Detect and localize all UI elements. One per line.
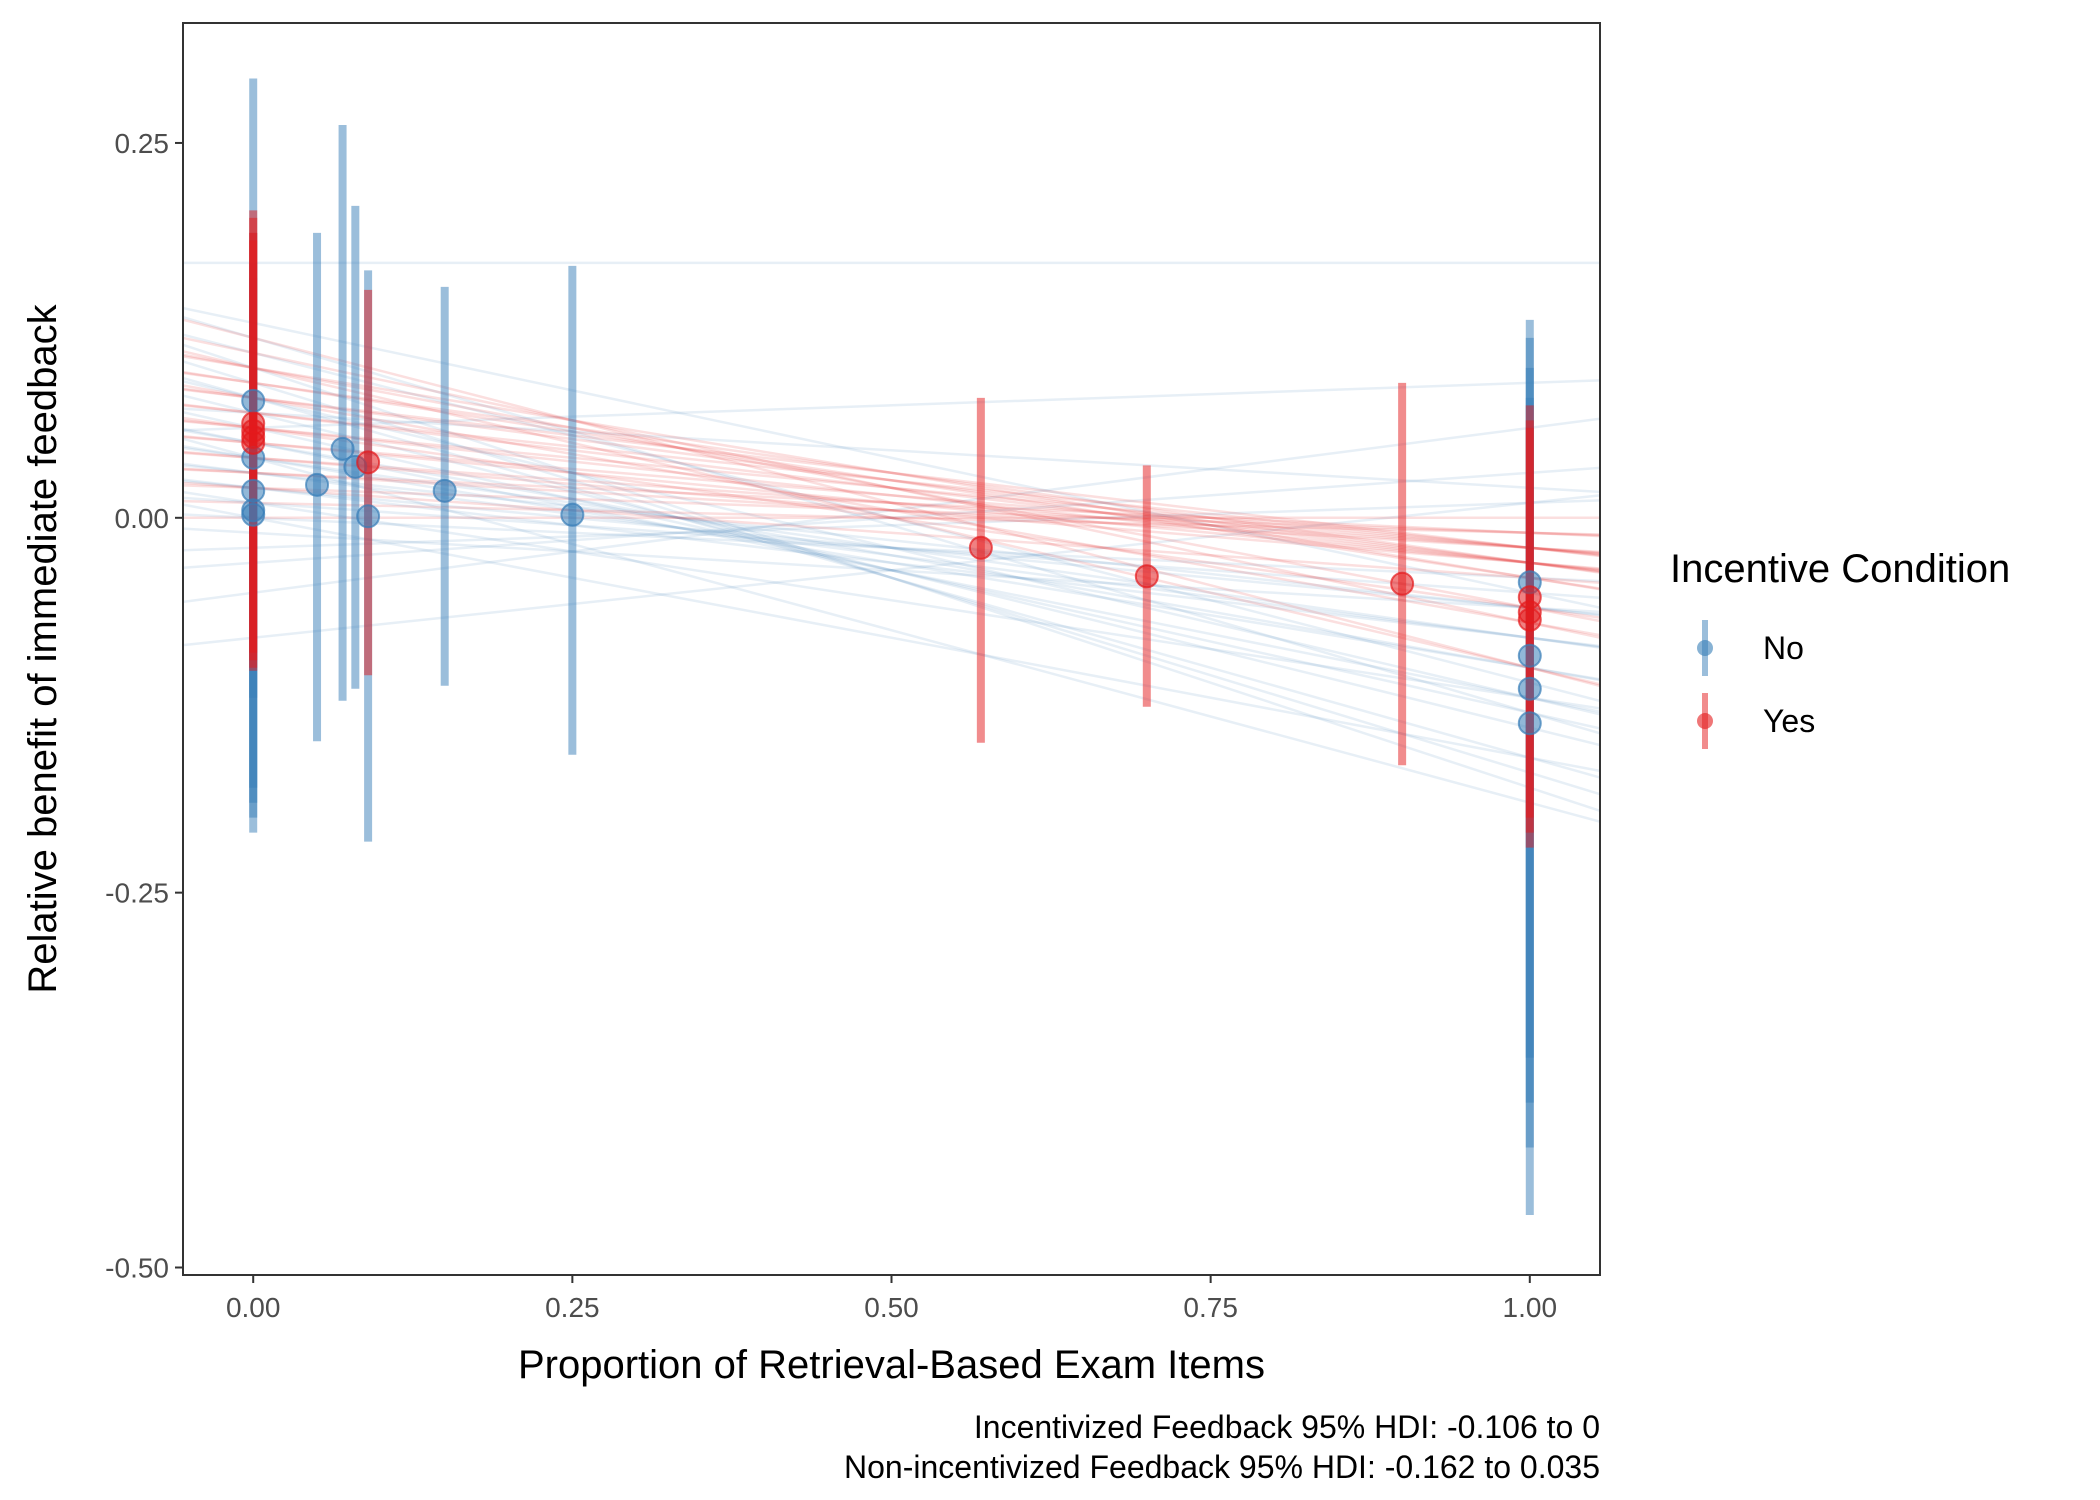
trend-line-no-1 xyxy=(183,316,1600,735)
point-no-6 xyxy=(330,436,355,461)
trend-lines xyxy=(183,261,1600,823)
trend-line-yes-16 xyxy=(183,467,1600,554)
trend-line-no-28 xyxy=(183,437,1600,823)
caption-incentivized-hdi: Incentivized Feedback 95% HDI: -0.106 to… xyxy=(974,1409,1600,1445)
x-tick-label: 1.00 xyxy=(1503,1292,1558,1323)
point-yes-10 xyxy=(1517,607,1542,632)
legend-label-no: No xyxy=(1763,630,1804,666)
legend-key-point-yes xyxy=(1697,713,1713,729)
point-no-10 xyxy=(560,502,585,527)
point-yes-7 xyxy=(1390,571,1415,596)
x-axis-title: Proportion of Retrieval-Based Exam Items xyxy=(518,1343,1265,1387)
trend-line-yes-17 xyxy=(183,468,1600,538)
trend-line-yes-1 xyxy=(183,336,1600,639)
point-yes-4 xyxy=(356,450,381,475)
legend-item-yes: Yes xyxy=(1697,693,1815,749)
point-no-5 xyxy=(305,472,330,497)
data-points xyxy=(241,388,1542,736)
trend-line-yes-22 xyxy=(183,416,1600,619)
trend-line-no-8 xyxy=(183,429,1600,682)
point-no-4 xyxy=(241,502,266,527)
legend-item-no: No xyxy=(1697,620,1804,676)
trend-line-yes-6 xyxy=(183,387,1600,574)
trend-line-no-23 xyxy=(183,494,1600,647)
x-tick-label: 0.75 xyxy=(1183,1292,1238,1323)
trend-line-no-5 xyxy=(183,394,1600,747)
point-no-9 xyxy=(432,478,457,503)
trend-line-no-13 xyxy=(183,479,1600,616)
point-no-13 xyxy=(1517,676,1542,701)
point-no-12 xyxy=(1517,643,1542,668)
trend-line-yes-8 xyxy=(183,403,1600,573)
point-no-0 xyxy=(241,388,266,413)
trend-line-yes-21 xyxy=(183,384,1600,637)
legend-title: Incentive Condition xyxy=(1670,547,2010,591)
trend-line-no-26 xyxy=(183,333,1600,703)
trend-line-no-24 xyxy=(183,379,1600,432)
trend-line-yes-11 xyxy=(183,419,1600,572)
trend-line-yes-18 xyxy=(183,484,1600,537)
x-tick-label: 0.50 xyxy=(864,1292,919,1323)
trend-line-no-22 xyxy=(183,417,1600,604)
point-no-14 xyxy=(1517,711,1542,736)
trend-line-no-20 xyxy=(183,499,1600,552)
y-tick-label: -0.50 xyxy=(105,1253,169,1284)
trend-line-yes-10 xyxy=(183,419,1600,556)
trend-line-no-6 xyxy=(183,410,1600,730)
legend: Incentive Condition No Yes xyxy=(1670,547,2010,749)
trend-line-no-27 xyxy=(183,306,1600,609)
trend-line-no-19 xyxy=(183,527,1600,614)
x-tick-label: 0.00 xyxy=(226,1292,281,1323)
trend-line-no-11 xyxy=(183,462,1600,649)
y-axis-title: Relative benefit of immediate feedback xyxy=(21,303,65,993)
trend-line-yes-15 xyxy=(183,450,1600,570)
caption-non-incentivized-hdi: Non-incentivized Feedback 95% HDI: -0.16… xyxy=(844,1449,1600,1485)
trend-line-no-12 xyxy=(183,464,1600,617)
trend-line-yes-19 xyxy=(183,499,1600,536)
trend-line-yes-12 xyxy=(183,435,1600,555)
x-tick-label: 0.25 xyxy=(545,1292,600,1323)
point-yes-6 xyxy=(1134,564,1159,589)
panel-border xyxy=(182,22,1601,1276)
trend-line-yes-0 xyxy=(183,318,1600,688)
trend-line-yes-7 xyxy=(183,388,1600,558)
trend-line-no-21 xyxy=(183,466,1600,569)
y-tick-label: 0.25 xyxy=(115,128,170,159)
axes: 0.00 0.25 0.50 0.75 1.00 0.25 0.00 -0.25 -0.50 xyxy=(105,128,1557,1323)
legend-key-point-no xyxy=(1697,640,1713,656)
point-no-8 xyxy=(356,504,381,529)
y-tick-label: -0.25 xyxy=(105,878,169,909)
trend-line-no-9 xyxy=(183,445,1600,681)
trend-line-yes-4 xyxy=(183,370,1600,590)
trend-line-no-29 xyxy=(183,407,1600,494)
trend-line-no-25 xyxy=(183,380,1600,716)
legend-label-yes: Yes xyxy=(1763,703,1815,739)
trend-line-yes-13 xyxy=(183,434,1600,571)
trend-line-yes-23 xyxy=(183,481,1600,584)
trend-line-no-4 xyxy=(183,376,1600,779)
trend-line-yes-3 xyxy=(183,355,1600,591)
trend-line-no-2 xyxy=(183,343,1600,812)
trend-line-yes-20 xyxy=(183,350,1600,686)
point-yes-3 xyxy=(241,430,266,455)
trend-line-no-18 xyxy=(183,503,1600,773)
trend-line-no-3 xyxy=(183,360,1600,796)
trend-line-no-14 xyxy=(183,478,1600,648)
point-yes-5 xyxy=(968,535,993,560)
trend-line-yes-2 xyxy=(183,353,1600,623)
y-tick-label: 0.00 xyxy=(115,503,170,534)
trend-line-no-7 xyxy=(183,427,1600,713)
trend-line-no-10 xyxy=(183,446,1600,649)
trend-line-no-15 xyxy=(183,496,1600,599)
error-bars xyxy=(249,78,1534,1216)
trend-line-no-16 xyxy=(183,490,1600,710)
trend-line-yes-9 xyxy=(183,404,1600,557)
trend-line-yes-14 xyxy=(183,451,1600,554)
trend-line-yes-5 xyxy=(183,371,1600,574)
trend-line-no-17 xyxy=(183,513,1600,583)
